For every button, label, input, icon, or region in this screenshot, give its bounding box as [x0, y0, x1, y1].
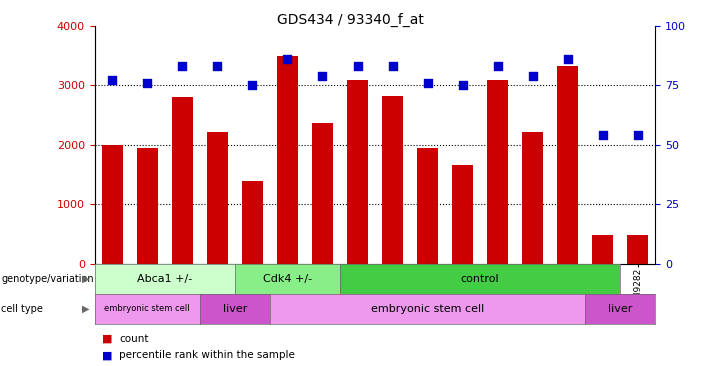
Text: ▶: ▶ — [82, 304, 90, 314]
Bar — [522, 132, 543, 264]
Point — [212, 63, 223, 69]
Text: genotype/variation: genotype/variation — [1, 274, 94, 284]
Point — [352, 63, 363, 69]
Bar — [417, 148, 438, 264]
Bar — [277, 56, 298, 264]
Bar — [382, 96, 403, 264]
Point — [632, 132, 644, 138]
Bar — [137, 148, 158, 264]
Point — [492, 63, 503, 69]
Text: percentile rank within the sample: percentile rank within the sample — [119, 351, 295, 361]
Text: liver: liver — [608, 304, 632, 314]
Bar — [312, 123, 333, 264]
Point — [527, 73, 538, 79]
Text: ■: ■ — [102, 334, 112, 344]
Point — [247, 82, 258, 88]
Text: control: control — [461, 274, 500, 284]
Point — [597, 132, 608, 138]
Text: ■: ■ — [102, 351, 112, 361]
Bar — [172, 97, 193, 264]
Point — [282, 56, 293, 62]
Bar — [347, 81, 368, 264]
Text: cell type: cell type — [1, 304, 43, 314]
Point — [457, 82, 468, 88]
Point — [177, 63, 188, 69]
Text: Abca1 +/-: Abca1 +/- — [137, 274, 192, 284]
Text: ▶: ▶ — [82, 274, 90, 284]
Text: GDS434 / 93340_f_at: GDS434 / 93340_f_at — [277, 13, 424, 27]
Text: liver: liver — [223, 304, 247, 314]
Bar — [487, 81, 508, 264]
Bar — [627, 235, 648, 264]
Point — [562, 56, 573, 62]
Bar — [452, 165, 473, 264]
Text: Cdk4 +/-: Cdk4 +/- — [263, 274, 312, 284]
Point — [142, 80, 153, 86]
Point — [387, 63, 398, 69]
Bar — [102, 145, 123, 264]
Bar — [242, 181, 263, 264]
Bar — [592, 235, 613, 264]
Text: embryonic stem cell: embryonic stem cell — [104, 305, 190, 313]
Point — [317, 73, 328, 79]
Text: embryonic stem cell: embryonic stem cell — [371, 304, 484, 314]
Bar — [207, 132, 228, 264]
Bar — [557, 66, 578, 264]
Text: count: count — [119, 334, 149, 344]
Point — [107, 78, 118, 83]
Point — [422, 80, 433, 86]
